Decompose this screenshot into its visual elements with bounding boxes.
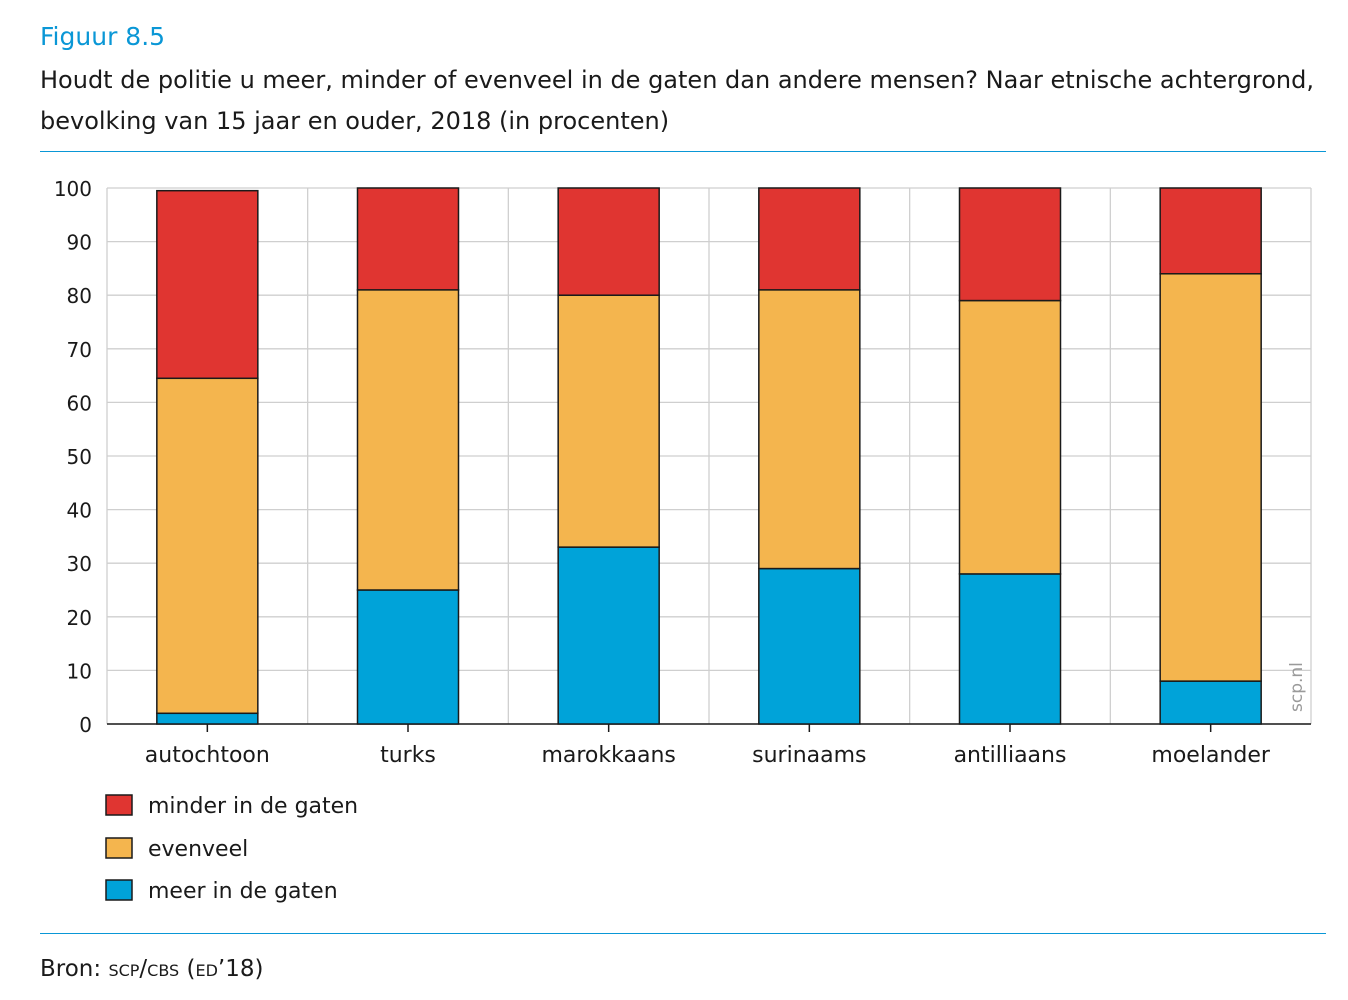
source-note: Bron: scp/cbs (ed’18) — [40, 956, 263, 982]
legend-label: meer in de gaten — [148, 879, 338, 904]
legend-swatch — [105, 837, 133, 859]
y-tick-label: 0 — [79, 713, 92, 737]
x-tick-label: turks — [380, 743, 436, 768]
x-tick-label: moelander — [1151, 743, 1270, 768]
bar-evenveel-autochtoon — [156, 377, 259, 715]
bar-meer-in-de-gaten-antilliaans — [958, 573, 1062, 725]
y-tick-label: 40 — [67, 499, 92, 523]
y-tick-label: 30 — [67, 552, 92, 576]
y-tick-label: 80 — [67, 284, 92, 308]
y-tick-label: 70 — [67, 338, 92, 362]
bar-evenveel-turks — [356, 289, 460, 591]
bottom-divider — [40, 933, 1326, 934]
bar-minder-in-de-gaten-moelander — [1159, 187, 1262, 275]
bar-evenveel-moelander — [1159, 273, 1262, 682]
y-tick-label: 20 — [67, 606, 92, 630]
y-tick-label: 10 — [67, 659, 92, 683]
y-tick-label: 100 — [54, 177, 92, 201]
bar-meer-in-de-gaten-marokkaans — [557, 546, 660, 725]
bar-meer-in-de-gaten-turks — [356, 589, 460, 725]
x-tick-label: autochtoon — [145, 743, 270, 768]
figure-title: Houdt de politie u meer, minder of evenv… — [40, 66, 1314, 135]
bar-evenveel-marokkaans — [557, 294, 660, 548]
bar-minder-in-de-gaten-autochtoon — [156, 189, 259, 380]
x-tick-label: marokkaans — [541, 743, 675, 768]
bar-meer-in-de-gaten-autochtoon — [156, 712, 259, 725]
stacked-bar-chart: 0 10 20 30 40 50 60 70 80 90 100 autochtoon turks mar… — [54, 177, 1312, 904]
y-tick-label: 50 — [67, 445, 92, 469]
bar-minder-in-de-gaten-surinaams — [758, 187, 861, 291]
figure-label: Figuur 8.5 — [40, 22, 166, 51]
y-tick-label: 60 — [67, 391, 92, 415]
legend-label: minder in de gaten — [148, 794, 358, 819]
top-divider — [40, 151, 1326, 152]
source-body: scp/cbs (ed’18) — [108, 956, 264, 982]
bar-evenveel-surinaams — [758, 289, 861, 570]
scp-watermark: scp.nl — [1287, 662, 1307, 712]
bar-minder-in-de-gaten-marokkaans — [557, 187, 660, 296]
bar-meer-in-de-gaten-moelander — [1159, 680, 1262, 725]
legend-swatch — [105, 794, 133, 816]
bar-minder-in-de-gaten-antilliaans — [958, 187, 1062, 302]
bar-evenveel-antilliaans — [958, 299, 1062, 575]
source-prefix: Bron: — [40, 956, 109, 982]
legend-label: evenveel — [148, 837, 248, 862]
x-tick-label: antilliaans — [954, 743, 1067, 768]
bar-minder-in-de-gaten-turks — [356, 187, 460, 291]
bar-meer-in-de-gaten-surinaams — [758, 567, 861, 725]
y-tick-label: 90 — [67, 231, 92, 255]
x-tick-label: surinaams — [752, 743, 866, 768]
legend-swatch — [105, 879, 133, 901]
